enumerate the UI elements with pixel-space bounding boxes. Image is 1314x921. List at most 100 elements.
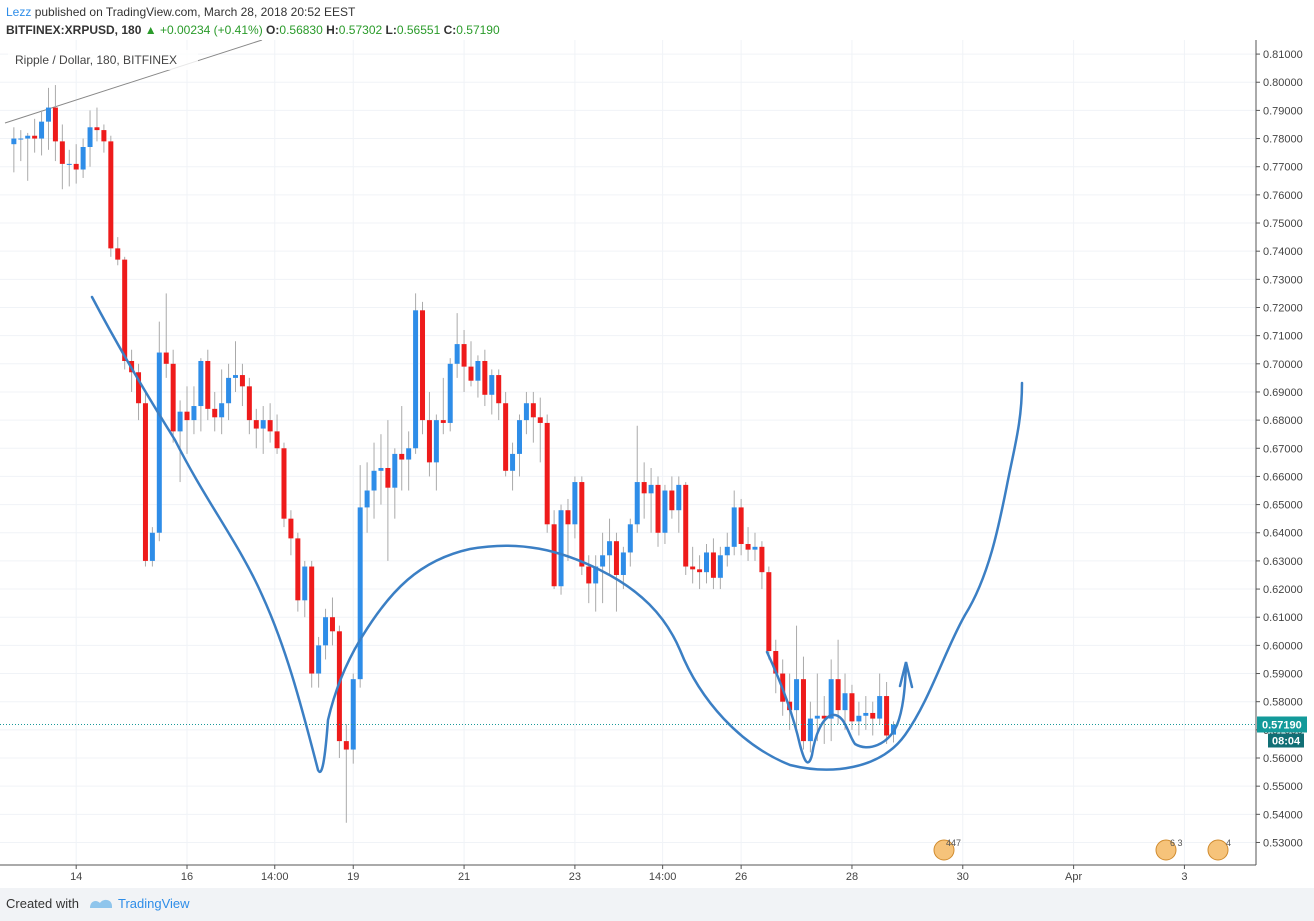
cup-curve bbox=[90, 295, 1024, 773]
y-tick-label: 0.75000 bbox=[1263, 218, 1303, 230]
y-tick-label: 0.79000 bbox=[1263, 105, 1303, 117]
candle-body bbox=[274, 431, 280, 449]
x-tick-label: 16 bbox=[181, 871, 193, 883]
candle-body bbox=[503, 403, 509, 471]
candle-body bbox=[627, 524, 633, 553]
candle-body bbox=[482, 360, 488, 395]
candle-body bbox=[710, 552, 716, 578]
candle-body bbox=[18, 138, 24, 140]
x-tick-label: Apr bbox=[1065, 871, 1082, 883]
candle-body bbox=[475, 360, 481, 381]
candle-body bbox=[489, 375, 495, 395]
countdown: 08:04 bbox=[1272, 735, 1301, 747]
candle-body bbox=[745, 544, 751, 550]
candle-body bbox=[219, 403, 225, 418]
event-count: 4 bbox=[1226, 838, 1231, 848]
x-tick-label: 19 bbox=[347, 871, 359, 883]
y-tick-label: 0.80000 bbox=[1263, 77, 1303, 89]
candle-body bbox=[212, 408, 218, 418]
candle-body bbox=[877, 696, 883, 719]
candle-body bbox=[884, 696, 890, 736]
candle-body bbox=[52, 107, 58, 142]
candle-body bbox=[593, 566, 599, 584]
candle-body bbox=[648, 484, 654, 494]
candle-body bbox=[420, 310, 426, 421]
event-icon[interactable] bbox=[933, 839, 955, 861]
y-tick-label: 0.77000 bbox=[1263, 162, 1303, 174]
candle-body bbox=[558, 510, 564, 587]
candle-body bbox=[246, 386, 252, 421]
candle-body bbox=[413, 310, 419, 449]
y-tick-label: 0.73000 bbox=[1263, 274, 1303, 286]
y-tick-label: 0.56000 bbox=[1263, 753, 1303, 765]
y-tick-label: 0.54000 bbox=[1263, 809, 1303, 821]
symbol-line: BITFINEX:XRPUSD, 180 ▲ +0.00234 (+0.41%)… bbox=[6, 21, 500, 39]
candle-body bbox=[814, 715, 820, 719]
candle-body bbox=[849, 693, 855, 722]
candle-body bbox=[108, 141, 114, 249]
candle-body bbox=[253, 420, 259, 429]
candle-body bbox=[717, 555, 723, 578]
candle-body bbox=[510, 453, 516, 471]
y-tick-label: 0.81000 bbox=[1263, 49, 1303, 61]
ohlc-value: 0.57302 bbox=[338, 23, 383, 37]
candle-body bbox=[281, 448, 287, 519]
candle-body bbox=[773, 651, 779, 674]
candle-body bbox=[45, 107, 51, 122]
candle-body bbox=[336, 631, 342, 742]
candle-body bbox=[759, 546, 765, 573]
candle-body bbox=[177, 411, 183, 432]
candle-body bbox=[752, 546, 758, 550]
event-icon[interactable] bbox=[1155, 839, 1177, 861]
legend-bg bbox=[8, 50, 198, 70]
author[interactable]: Lezz bbox=[6, 5, 32, 19]
candle-body bbox=[496, 375, 502, 404]
candle-body bbox=[149, 532, 155, 561]
candle-body bbox=[530, 403, 536, 418]
last-price-box bbox=[1257, 716, 1307, 733]
candle-body bbox=[426, 420, 432, 463]
ohlc-value: 0.57190 bbox=[456, 23, 500, 37]
candle-body bbox=[607, 541, 613, 556]
candle-body bbox=[683, 484, 689, 567]
candle-body bbox=[586, 566, 592, 584]
candle-body bbox=[856, 715, 862, 722]
candle-body bbox=[267, 420, 273, 432]
ohlc-label: C: bbox=[443, 23, 457, 37]
y-tick-label: 0.72000 bbox=[1263, 302, 1303, 314]
chart: Ripple / Dollar, 180, BITFINEX 447 6 3 4… bbox=[0, 40, 1307, 883]
arrow-head bbox=[898, 661, 914, 689]
y-tick-label: 0.67000 bbox=[1263, 443, 1303, 455]
candle-body bbox=[343, 741, 349, 750]
candle-body bbox=[392, 453, 398, 488]
created-with: Created with bbox=[6, 896, 79, 911]
y-tick-label: 0.64000 bbox=[1263, 528, 1303, 540]
x-tick-label: 14:00 bbox=[649, 871, 677, 883]
candle-body bbox=[295, 538, 301, 601]
y-tick-label: 0.70000 bbox=[1263, 359, 1303, 371]
candle-body bbox=[378, 467, 384, 471]
y-tick-label: 0.74000 bbox=[1263, 246, 1303, 258]
candle-body bbox=[156, 352, 162, 533]
candle-body bbox=[239, 375, 245, 387]
candle-body bbox=[634, 482, 640, 525]
ohlc-value: 0.56830 bbox=[279, 23, 323, 37]
candle-body bbox=[613, 541, 619, 575]
brand[interactable]: TradingView bbox=[118, 896, 190, 911]
candle-body bbox=[842, 693, 848, 711]
candle-body bbox=[461, 344, 467, 367]
x-tick-label: 14:00 bbox=[261, 871, 289, 883]
change: +0.00234 (+0.41%) bbox=[159, 23, 263, 37]
candle-body bbox=[676, 484, 682, 511]
candle-body bbox=[66, 163, 72, 165]
event-icon[interactable] bbox=[1207, 839, 1229, 861]
candle-body bbox=[697, 569, 703, 573]
ohlc-value: 0.56551 bbox=[396, 23, 441, 37]
candle-body bbox=[184, 411, 190, 421]
candle-body bbox=[385, 467, 391, 488]
candle-body bbox=[655, 484, 661, 533]
candle-body bbox=[454, 344, 460, 364]
y-tick-label: 0.60000 bbox=[1263, 640, 1303, 652]
candle-body bbox=[191, 406, 197, 421]
